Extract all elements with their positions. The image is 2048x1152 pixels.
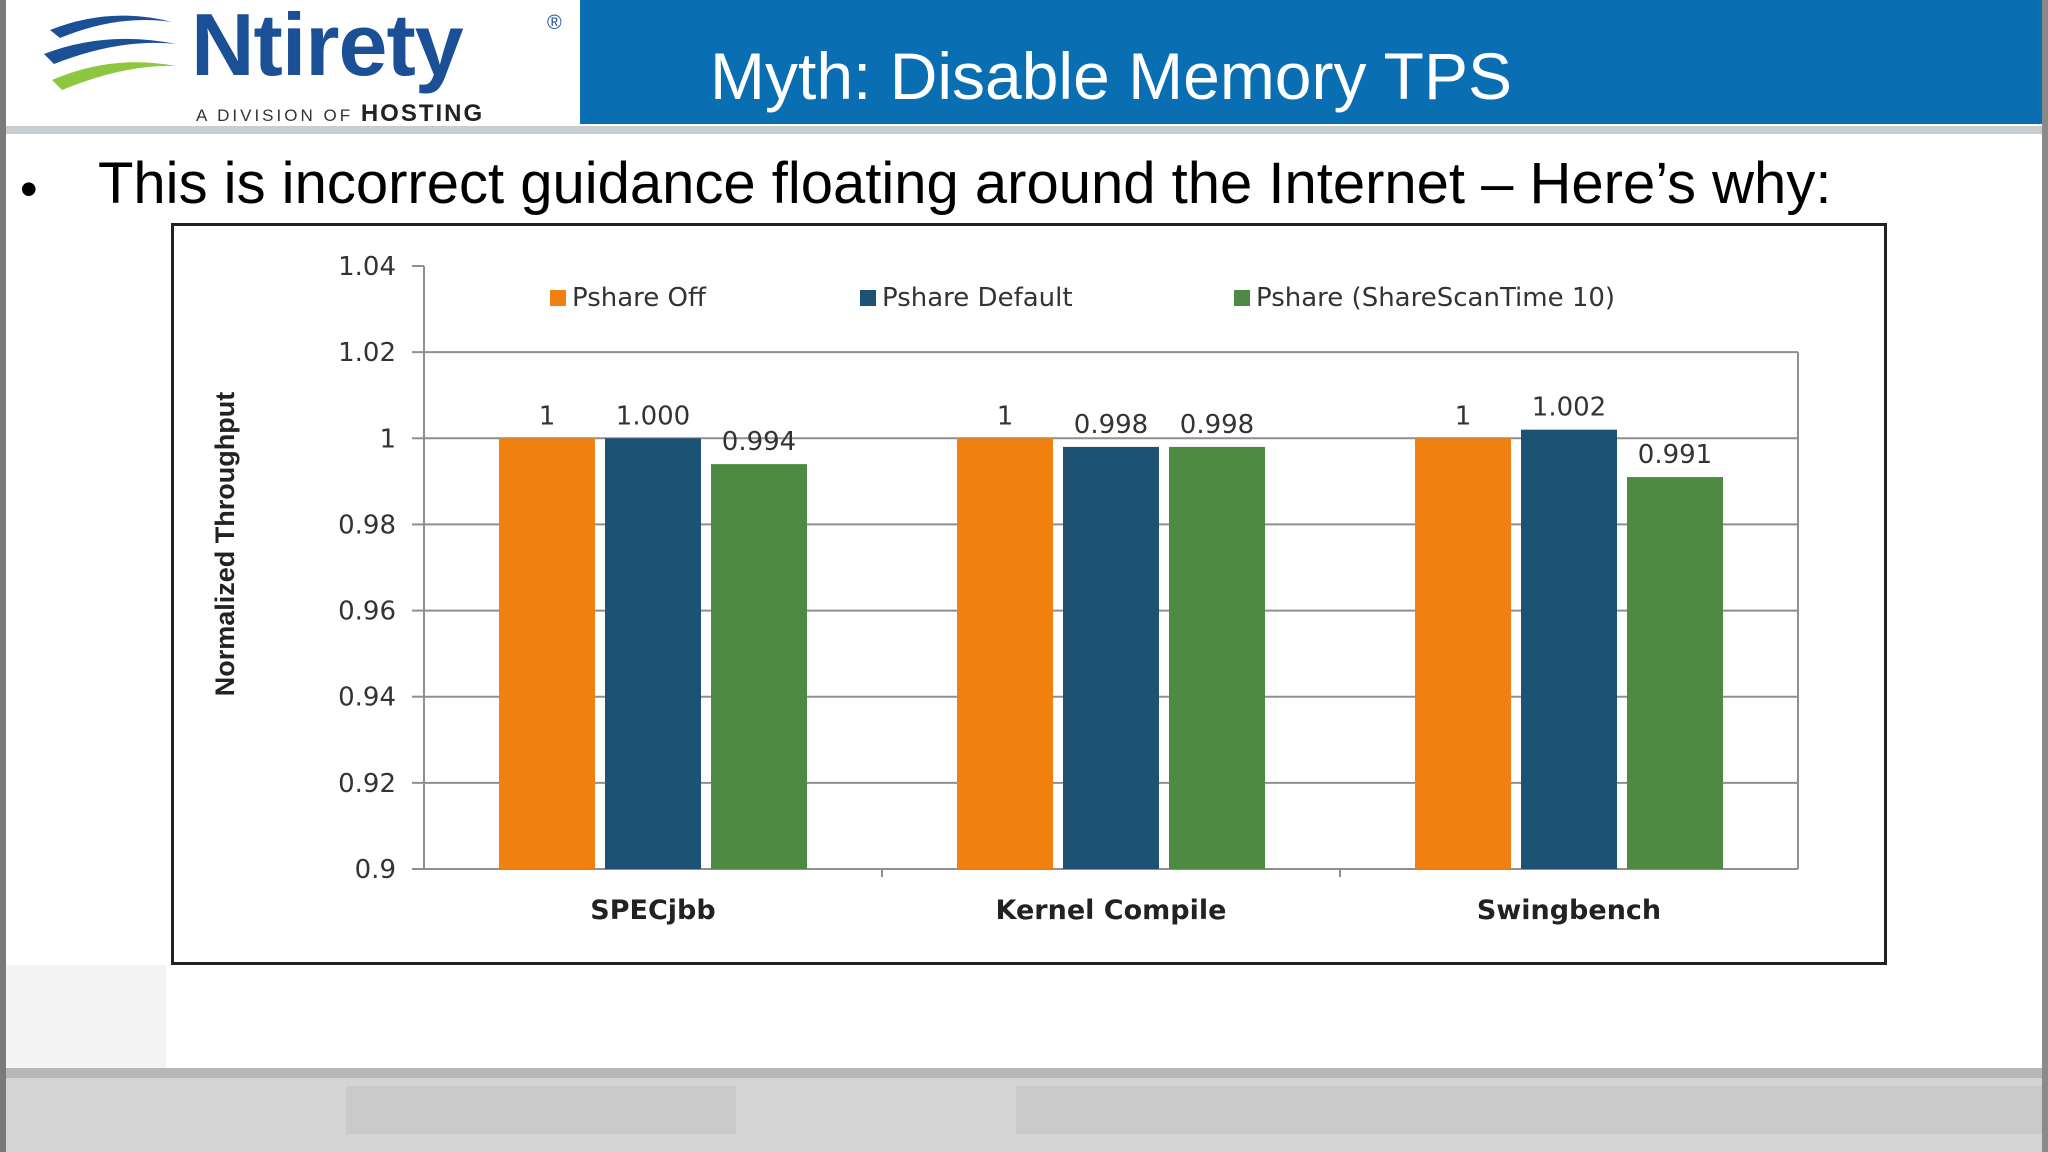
y-axis-title: Normalized Throughput [210,392,240,696]
legend-label: Pshare Off [572,283,707,313]
bottom-toolbar [6,1068,2042,1152]
bar [499,438,595,869]
bar-value-label: 0.994 [722,427,796,457]
bar-value-label: 0.998 [1074,410,1148,440]
y-tick-label: 0.98 [338,510,396,540]
slide-title: Myth: Disable Memory TPS [710,39,1512,113]
throughput-bar-chart: 1.04 1.02 1 0.98 0.96 0.94 0.92 0.9 1 1.000 0.994 S… [210,252,1799,926]
toolbar-panel-left [346,1086,736,1134]
legend-swatch [550,290,566,306]
legend-label: Pshare (ShareScanTime 10) [1256,283,1615,313]
title-divider [6,126,2042,134]
bar [1521,429,1617,869]
bullet-dot-icon: • [20,161,38,217]
x-category-label: Swingbench [1477,895,1661,926]
y-tick-label: 0.9 [355,855,396,885]
chart-container: 1.04 1.02 1 0.98 0.96 0.94 0.92 0.9 1 1.000 0.994 S… [171,223,1887,965]
swoosh-logo-icon [44,15,176,90]
logo-registered-mark: ® [547,12,562,34]
legend-swatch [1234,290,1250,306]
title-bar: Myth: Disable Memory TPS [580,0,2042,124]
slide-margin [6,965,166,1068]
bar [1627,477,1723,869]
toolbar-divider [6,1068,2042,1078]
bullet-item: • This is incorrect guidance floating ar… [20,150,2030,230]
bar [1063,446,1159,869]
y-tick-label: 0.96 [338,597,396,627]
bar-value-label: 1.000 [616,401,690,431]
toolbar-panel-right [1016,1086,2042,1134]
logo-parent-brand: HOSTING [360,100,485,127]
bar [711,464,807,869]
logo-division-text: A DIVISION OF [196,106,354,125]
x-category-label: SPECjbb [590,895,715,926]
legend-label: Pshare Default [882,283,1073,313]
bar [1415,438,1511,869]
y-tick-label: 0.94 [338,683,396,713]
bar [605,438,701,869]
slide-header: Ntirety ® A DIVISION OF HOSTING Myth: Di… [6,0,2042,128]
logo-division-line: A DIVISION OF HOSTING [196,100,484,128]
bar [957,438,1053,869]
logo-wordmark: Ntirety [191,0,464,94]
y-tick-label: 1 [379,424,396,454]
y-tick-label: 1.02 [338,338,396,368]
legend-swatch [860,290,876,306]
bar-value-label: 0.991 [1638,440,1712,470]
bar-value-label: 1 [997,401,1014,431]
y-tick-label: 0.92 [338,769,396,799]
x-category-label: Kernel Compile [996,895,1227,926]
bar-value-label: 0.998 [1180,410,1254,440]
bar [1169,446,1265,869]
bar-value-label: 1 [539,401,556,431]
bar-value-label: 1 [1455,401,1472,431]
bar-value-label: 1.002 [1532,393,1606,423]
company-logo: Ntirety ® A DIVISION OF HOSTING [6,0,580,128]
y-tick-label: 1.04 [338,252,396,282]
bullet-text: This is incorrect guidance floating arou… [98,151,1832,216]
